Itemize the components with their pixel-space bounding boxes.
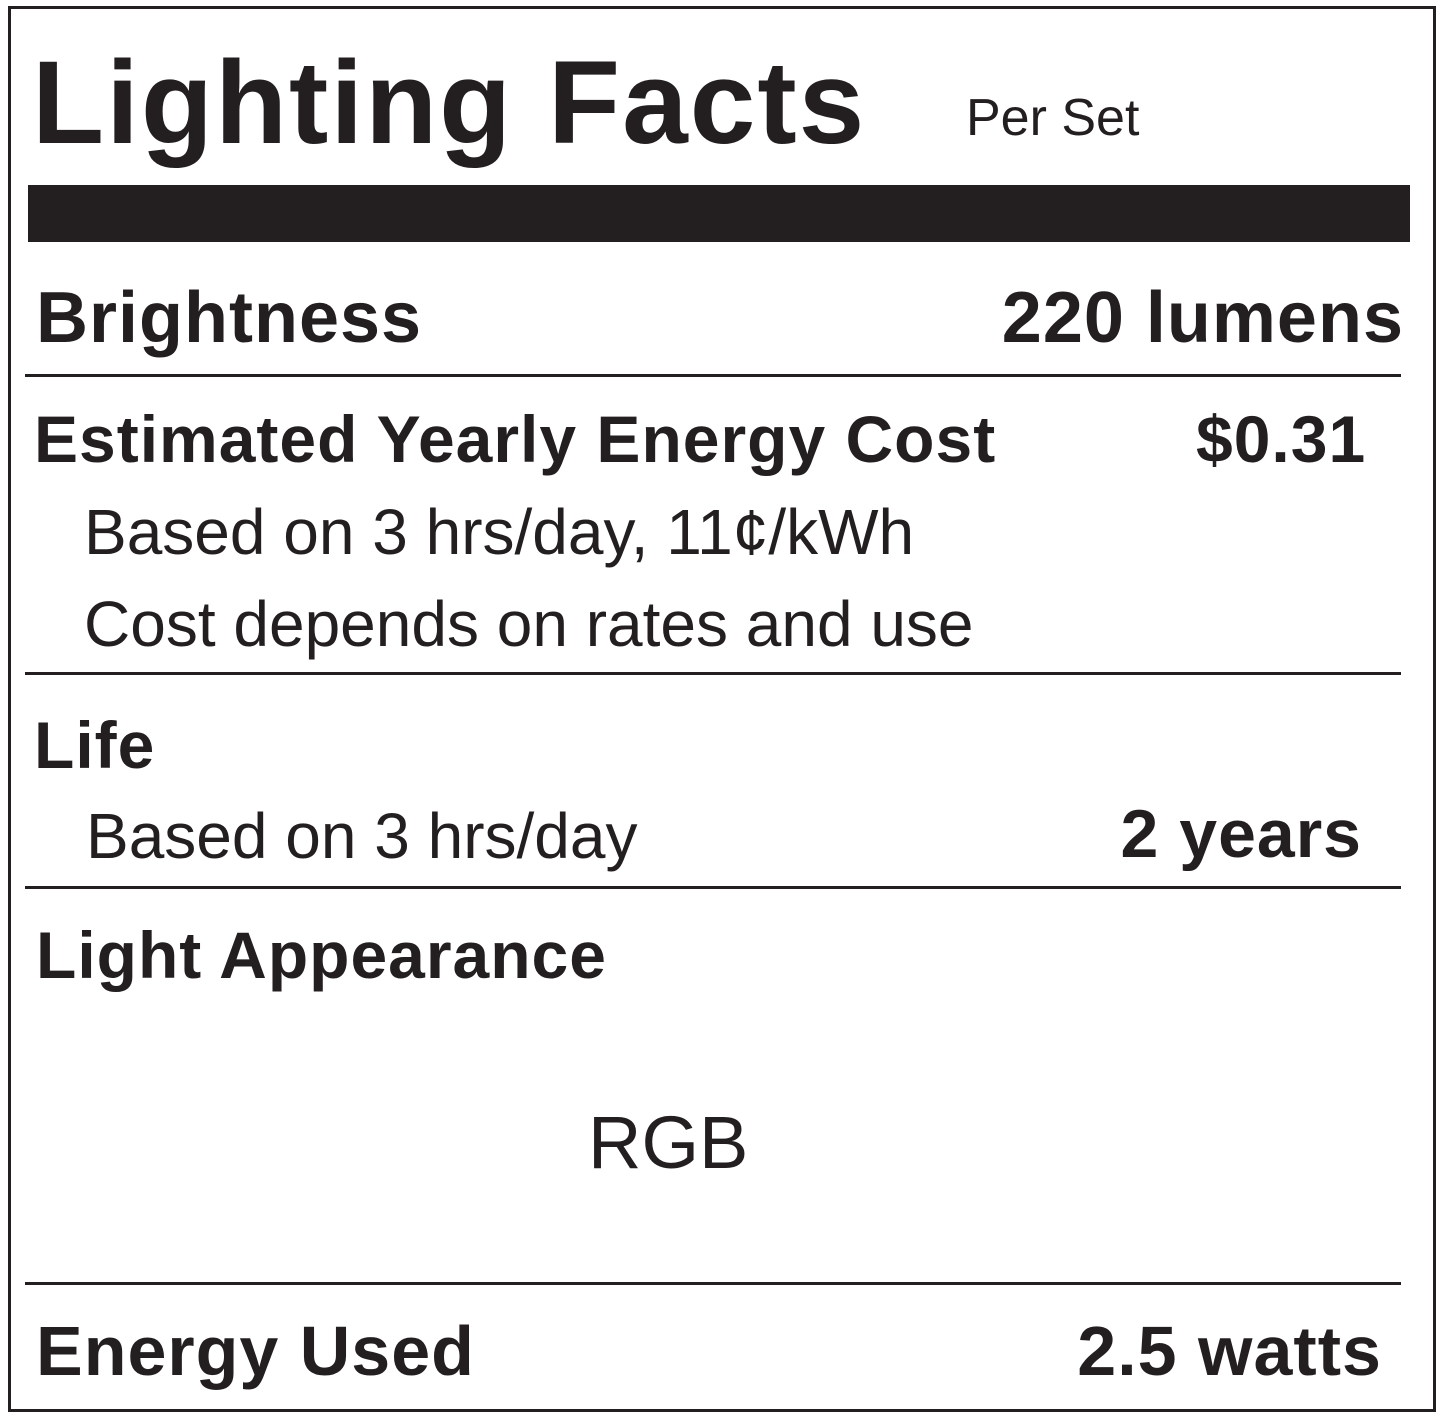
header-bar xyxy=(28,185,1410,242)
light-appearance-value: RGB xyxy=(588,1101,749,1184)
life-label: Life xyxy=(34,708,156,782)
divider xyxy=(25,672,1401,675)
divider xyxy=(25,1282,1401,1285)
life-value: 2 years xyxy=(1120,796,1362,872)
energy-cost-value: $0.31 xyxy=(1196,402,1367,476)
label-subtitle: Per Set xyxy=(966,89,1140,147)
energy-used-value: 2.5 watts xyxy=(1077,1312,1382,1390)
energy-cost-label: Estimated Yearly Energy Cost xyxy=(34,402,997,476)
label-border xyxy=(8,6,1436,1412)
divider xyxy=(25,374,1401,377)
label-title: Lighting Facts xyxy=(32,37,867,169)
life-basis: Based on 3 hrs/day xyxy=(86,800,638,872)
energy-cost-basis: Based on 3 hrs/day, 11¢/kWh xyxy=(84,496,915,568)
brightness-label: Brightness xyxy=(36,278,423,358)
divider xyxy=(25,886,1401,889)
energy-cost-note: Cost depends on rates and use xyxy=(84,588,974,660)
light-appearance-label: Light Appearance xyxy=(36,918,607,992)
brightness-value: 220 lumens xyxy=(1001,278,1404,358)
energy-used-label: Energy Used xyxy=(36,1312,475,1390)
